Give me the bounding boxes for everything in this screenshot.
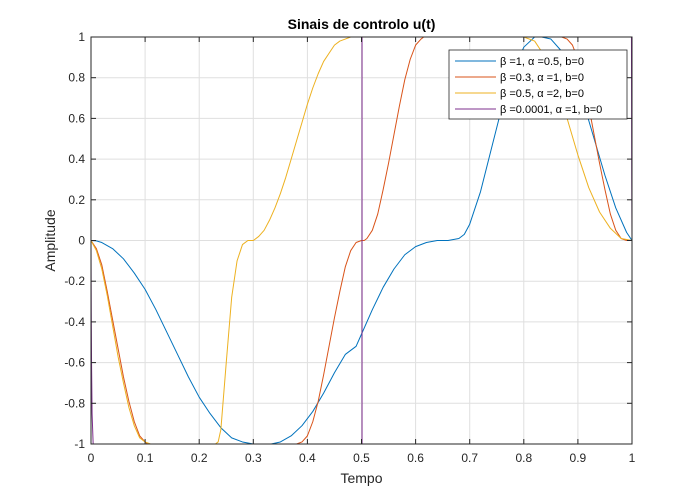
- x-tick-label: 0.4: [299, 451, 316, 465]
- legend-entries: β =1, α =0.5, b=0 β =0.3, α =1, b=0 β =0.5…: [455, 56, 602, 116]
- y-tick-label: 0: [78, 234, 85, 248]
- chart-title: Sinais de controlo u(t): [288, 16, 436, 32]
- x-tick-label: 0.5: [353, 451, 370, 465]
- y-tick-label: -1: [74, 437, 85, 451]
- legend-label-2: β =0.3, α =1, b=0: [500, 72, 584, 84]
- x-tick-label: 0.1: [137, 451, 154, 465]
- y-tick-label: 0.2: [68, 193, 85, 207]
- x-tick-label: 0.8: [515, 451, 532, 465]
- y-tick-label: -0.2: [64, 274, 85, 288]
- y-tick-label: 1: [78, 30, 85, 44]
- legend: β =1, α =0.5, b=0 β =0.3, α =1, b=0 β =0.5…: [448, 49, 628, 120]
- x-tick-label: 0.7: [461, 451, 478, 465]
- legend-label-4: β =0.0001, α =1, b=0: [500, 104, 602, 116]
- x-tick-label: 0.3: [245, 451, 262, 465]
- x-tick-label: 0.6: [407, 451, 424, 465]
- x-axis-label: Tempo: [340, 470, 382, 486]
- x-tick-label: 1: [629, 451, 636, 465]
- y-tick-label: -0.8: [64, 396, 85, 410]
- y-axis-label: Amplitude: [42, 209, 58, 271]
- y-tick-label: 0.4: [68, 152, 85, 166]
- x-tick-label: 0: [88, 451, 95, 465]
- y-tick-label: 0.6: [68, 111, 85, 125]
- y-tick-label: -0.4: [64, 315, 85, 329]
- tick-labels: 0 0.1 0.2 0.3 0.4 0.5 0.6 0.7 0.8 0.9 1 -1 -0.8 -0.6 -…: [64, 30, 635, 465]
- legend-label-3: β =0.5, α =2, b=0: [500, 88, 584, 100]
- series-line-3: [90, 36, 633, 445]
- legend-label-1: β =1, α =0.5, b=0: [500, 56, 584, 68]
- ticks: [90, 36, 633, 445]
- x-tick-label: 0.2: [191, 451, 208, 465]
- y-tick-label: -0.6: [64, 356, 85, 370]
- x-tick-label: 0.9: [570, 451, 587, 465]
- y-tick-label: 0.8: [68, 71, 85, 85]
